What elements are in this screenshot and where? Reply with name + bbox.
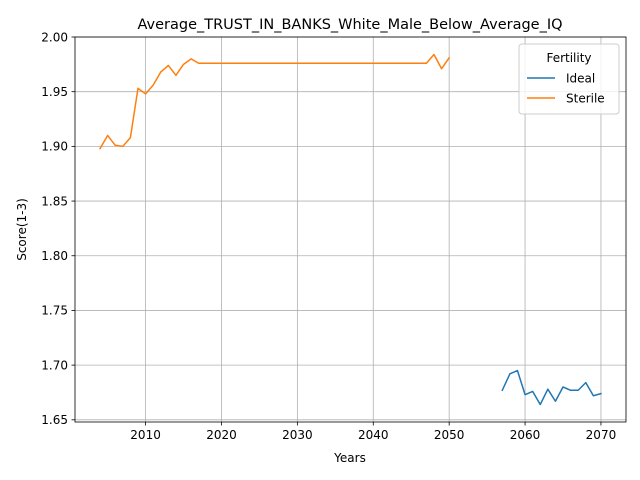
x-tick-label: 2040 bbox=[358, 428, 389, 442]
legend-label-sterile: Sterile bbox=[566, 92, 605, 106]
x-tick-label: 2050 bbox=[434, 428, 465, 442]
x-tick-label: 2030 bbox=[282, 428, 313, 442]
legend-label-ideal: Ideal bbox=[566, 72, 595, 86]
legend: Fertility Ideal Sterile bbox=[519, 44, 619, 114]
chart-title: Average_TRUST_IN_BANKS_White_Male_Below_… bbox=[137, 17, 562, 33]
y-tick-label: 2.00 bbox=[41, 30, 68, 44]
y-tick-label: 1.95 bbox=[41, 85, 68, 99]
y-tick-label: 1.85 bbox=[41, 194, 68, 208]
x-tick-label: 2010 bbox=[130, 428, 161, 442]
legend-title: Fertility bbox=[546, 51, 591, 65]
x-axis-label: Years bbox=[333, 451, 366, 465]
x-tick-label: 2070 bbox=[586, 428, 617, 442]
x-tick-label: 2060 bbox=[510, 428, 541, 442]
y-tick-label: 1.70 bbox=[41, 358, 68, 372]
y-tick-label: 1.90 bbox=[41, 140, 68, 154]
y-axis-label: Score(1-3) bbox=[15, 198, 29, 261]
y-tick-label: 1.75 bbox=[41, 304, 68, 318]
y-tick-label: 1.65 bbox=[41, 413, 68, 427]
x-tick-label: 2020 bbox=[206, 428, 237, 442]
y-tick-label: 1.80 bbox=[41, 249, 68, 263]
